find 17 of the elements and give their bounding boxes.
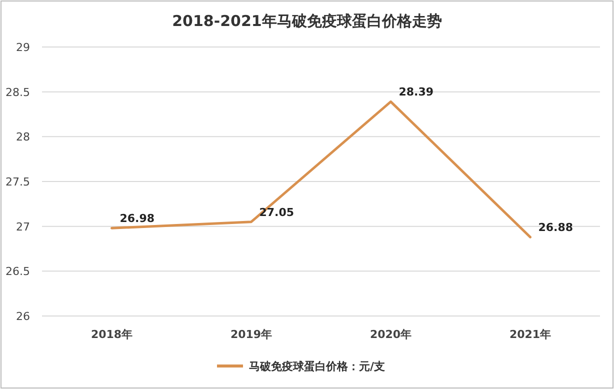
data-label: 26.98 xyxy=(120,212,155,226)
y-tick-label: 28.5 xyxy=(6,86,30,99)
chart-title: 2018-2021年马破免疫球蛋白价格走势 xyxy=(172,12,442,30)
legend-label: 马破免疫球蛋白价格：元/支 xyxy=(249,360,386,373)
y-tick-label: 28 xyxy=(16,130,30,144)
x-tick-label: 2021年 xyxy=(509,328,552,341)
x-tick-label: 2018年 xyxy=(90,328,133,341)
x-tick-label: 2020年 xyxy=(370,328,412,341)
data-label: 26.88 xyxy=(538,221,574,234)
y-tick-label: 27.5 xyxy=(6,176,30,188)
y-tick-label: 26.5 xyxy=(6,265,30,278)
data-label: 28.39 xyxy=(398,86,434,99)
line-series xyxy=(110,100,532,238)
y-tick-label: 27 xyxy=(16,220,30,234)
y-tick-label: 26 xyxy=(16,310,30,323)
x-tick-label: 2019年 xyxy=(230,328,272,341)
y-tick-label: 29 xyxy=(16,41,30,54)
